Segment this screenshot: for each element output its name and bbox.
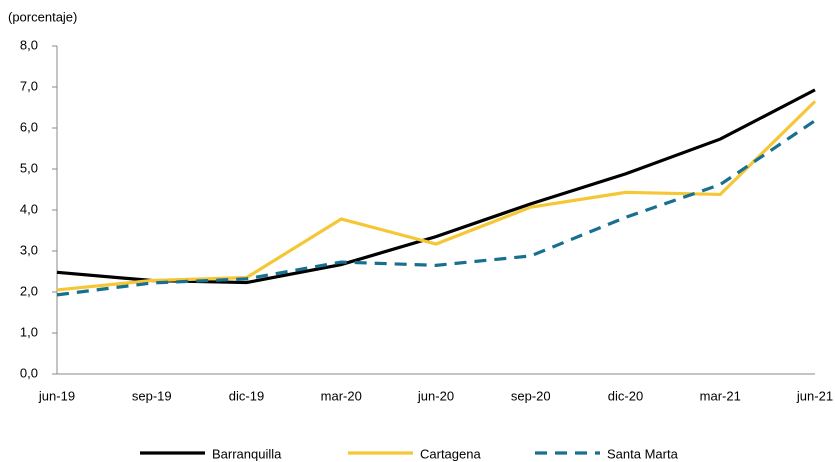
x-tick-label: mar-21 <box>700 388 741 403</box>
series-line <box>56 88 816 285</box>
y-tick-label: 8,0 <box>20 37 38 52</box>
series-line <box>56 100 817 292</box>
y-tick-label: 0,0 <box>20 365 38 380</box>
y-tick-label: 6,0 <box>20 119 38 134</box>
x-tick-label: dic-19 <box>229 388 264 403</box>
y-tick-label: 5,0 <box>20 160 38 175</box>
x-tick-label: sep-19 <box>132 388 172 403</box>
legend-label: Cartagena <box>420 446 481 461</box>
legend-label: Barranquilla <box>212 446 282 461</box>
y-tick-label: 1,0 <box>20 324 38 339</box>
x-tick-label: jun-19 <box>38 388 75 403</box>
y-tick-label: 4,0 <box>20 201 38 216</box>
y-tick-label: 3,0 <box>20 242 38 257</box>
x-tick-label: jun-20 <box>417 388 454 403</box>
y-axis-label: (porcentaje) <box>8 9 77 24</box>
x-tick-label: mar-20 <box>321 388 362 403</box>
x-tick-label: jun-21 <box>796 388 833 403</box>
x-tick-label: dic-20 <box>608 388 643 403</box>
y-tick-label: 7,0 <box>20 78 38 93</box>
x-tick-label: sep-20 <box>511 388 551 403</box>
legend-label: Santa Marta <box>607 446 679 461</box>
series-line <box>56 119 816 297</box>
y-tick-label: 2,0 <box>20 283 38 298</box>
